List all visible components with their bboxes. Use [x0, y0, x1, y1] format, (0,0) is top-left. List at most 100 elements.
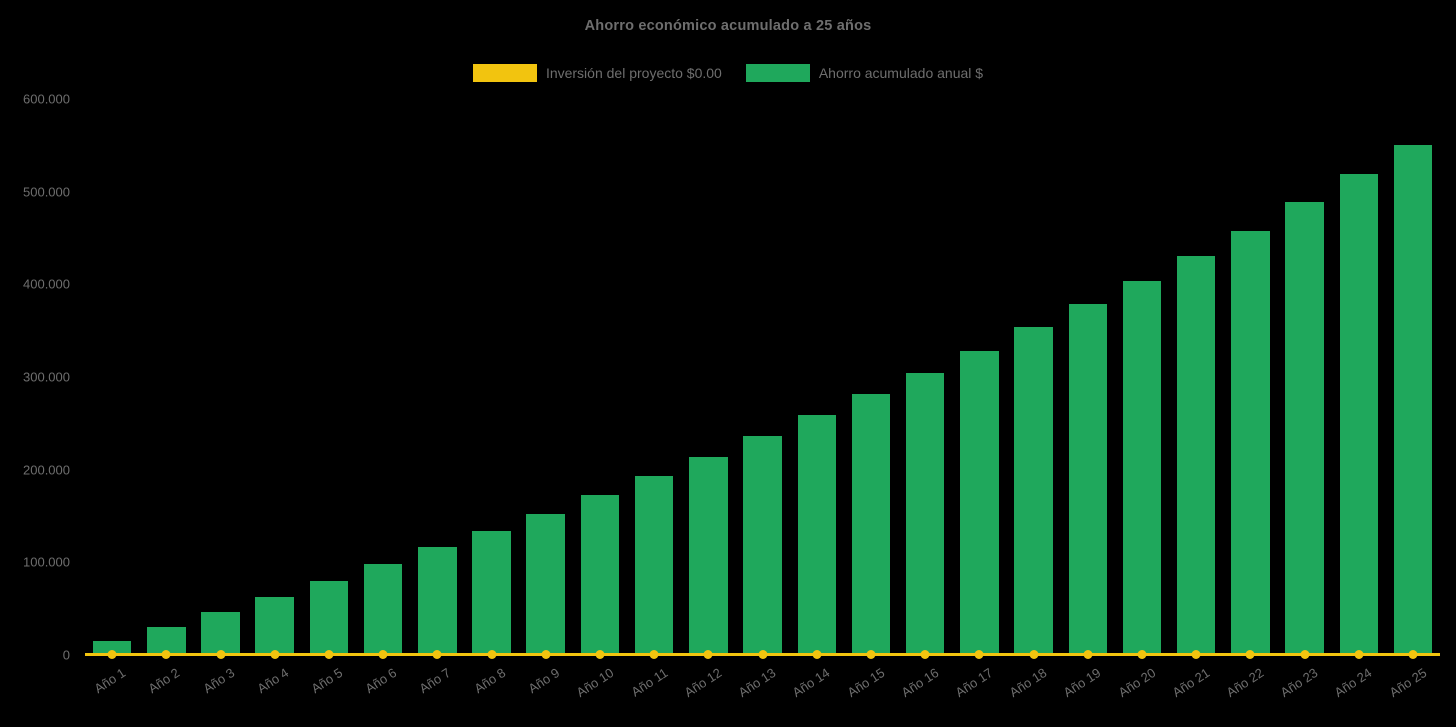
x-tick-label: Año 22	[1223, 665, 1267, 701]
x-tick-label: Año 12	[681, 665, 725, 701]
savings-bar[interactable]	[634, 476, 674, 655]
investment-point[interactable]	[758, 650, 768, 659]
x-tick-label: Año 13	[735, 665, 779, 701]
investment-point[interactable]	[270, 650, 280, 659]
category-slot	[1006, 99, 1060, 659]
x-tick-label: Año 3	[199, 665, 237, 697]
savings-bar[interactable]	[418, 547, 457, 655]
legend-item-investment[interactable]: Inversión del proyecto $0.00	[472, 64, 722, 82]
savings-bar[interactable]	[1231, 231, 1270, 655]
savings-bar[interactable]	[1176, 256, 1216, 655]
x-tick-label: Año 8	[470, 665, 508, 697]
investment-point[interactable]	[812, 650, 822, 659]
category-slot	[790, 99, 844, 659]
category-slot	[248, 99, 302, 659]
investment-point[interactable]	[161, 650, 171, 659]
investment-point[interactable]	[216, 650, 225, 659]
investment-point[interactable]	[378, 650, 388, 659]
investment-point[interactable]	[1408, 650, 1418, 659]
x-tick-label: Año 1	[91, 665, 129, 697]
x-tick-label: Año 5	[308, 665, 346, 697]
savings-bar[interactable]	[851, 394, 891, 655]
investment-point[interactable]	[432, 650, 442, 659]
x-tick-label: Año 7	[416, 665, 454, 697]
investment-point[interactable]	[487, 650, 497, 659]
savings-bar[interactable]	[363, 564, 403, 655]
x-tick-label: Año 6	[362, 665, 400, 697]
savings-bar[interactable]	[743, 436, 782, 655]
savings-bar[interactable]	[580, 495, 620, 655]
investment-point[interactable]	[1354, 650, 1364, 659]
investment-point[interactable]	[866, 650, 876, 659]
savings-bar[interactable]	[1122, 280, 1162, 655]
category-slot	[735, 99, 789, 659]
savings-bar[interactable]	[689, 456, 728, 655]
y-tick-label: 500.000	[23, 184, 70, 200]
savings-bar[interactable]	[255, 596, 294, 655]
investment-point[interactable]	[1245, 650, 1255, 659]
investment-point[interactable]	[595, 650, 605, 659]
investment-point[interactable]	[649, 650, 659, 659]
category-slot	[1386, 99, 1440, 659]
x-tick-label: Año 19	[1061, 665, 1104, 701]
investment-point[interactable]	[920, 650, 930, 659]
category-slot	[844, 99, 898, 659]
y-tick-label: 400.000	[23, 276, 70, 292]
category-slot	[681, 99, 735, 659]
category-slot	[573, 99, 627, 659]
category-slot	[1169, 99, 1223, 659]
savings-bar[interactable]	[905, 372, 945, 655]
x-tick-label: Año 18	[1006, 665, 1050, 701]
savings-bar[interactable]	[1339, 174, 1378, 655]
investment-point[interactable]	[703, 650, 713, 659]
category-slot	[1061, 99, 1115, 659]
savings-bar[interactable]	[1014, 326, 1053, 655]
legend-label-investment: Inversión del proyecto $0.00	[545, 65, 722, 81]
plot-area	[85, 99, 1440, 659]
y-tick-label: 0	[62, 647, 70, 663]
x-tick-label: Año 2	[145, 665, 183, 697]
x-tick-label: Año 20	[1115, 665, 1159, 701]
investment-point[interactable]	[1137, 650, 1147, 659]
savings-bar[interactable]	[960, 351, 999, 655]
legend-label-savings: Ahorro acumulado anual $	[818, 65, 984, 81]
category-slot	[410, 99, 464, 659]
legend-swatch-savings-icon	[745, 64, 810, 82]
x-tick-label: Año 15	[844, 665, 888, 701]
x-tick-label: Año 14	[790, 665, 833, 701]
investment-point[interactable]	[1300, 650, 1310, 659]
legend-item-savings[interactable]: Ahorro acumulado anual $	[745, 64, 984, 82]
savings-bar[interactable]	[472, 531, 511, 655]
savings-bar[interactable]	[92, 641, 132, 655]
investment-point[interactable]	[324, 650, 334, 659]
savings-bar[interactable]	[1285, 202, 1324, 655]
investment-point[interactable]	[1191, 650, 1201, 659]
savings-bar[interactable]	[201, 612, 240, 655]
x-tick-label: Año 11	[628, 665, 671, 700]
x-tick-label: Año 24	[1332, 665, 1375, 701]
investment-point[interactable]	[1029, 650, 1039, 659]
y-tick-label: 200.000	[23, 462, 70, 478]
savings-bar[interactable]	[1393, 145, 1433, 655]
category-slot	[302, 99, 356, 659]
category-slot	[464, 99, 518, 659]
investment-point[interactable]	[974, 650, 984, 659]
investment-point[interactable]	[1083, 650, 1093, 659]
category-slot	[356, 99, 410, 659]
savings-bar[interactable]	[309, 580, 349, 655]
x-tick-label: Año 9	[525, 665, 562, 697]
y-tick-label: 600.000	[23, 91, 70, 107]
category-slot	[193, 99, 247, 659]
savings-bar[interactable]	[797, 415, 836, 655]
category-slot	[1332, 99, 1386, 659]
savings-bar[interactable]	[1068, 303, 1107, 655]
investment-point[interactable]	[541, 650, 551, 659]
y-tick-label: 300.000	[23, 369, 70, 385]
legend-swatch-investment-icon	[472, 64, 537, 82]
category-slot	[1277, 99, 1331, 659]
investment-point[interactable]	[107, 650, 117, 659]
savings-bar[interactable]	[526, 513, 565, 655]
category-slot	[519, 99, 573, 659]
x-tick-label: Año 10	[573, 665, 617, 701]
